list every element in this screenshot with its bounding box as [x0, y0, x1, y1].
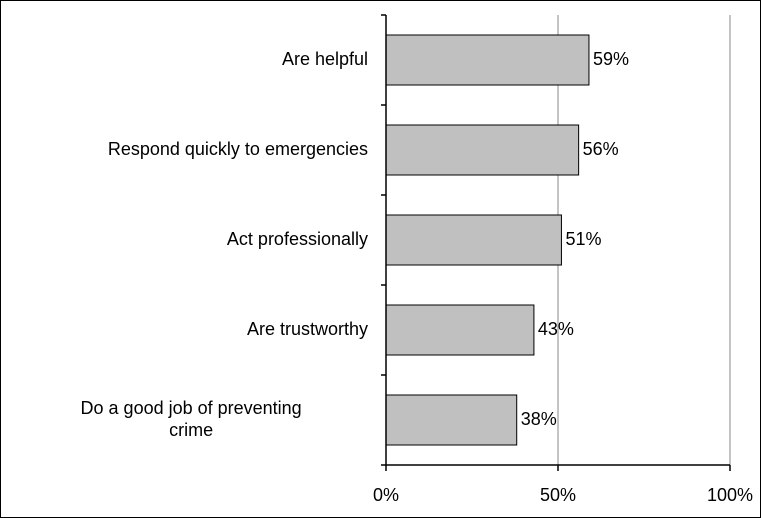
category-label: Do a good job of preventing crime — [81, 398, 302, 440]
data-label: 56% — [583, 139, 619, 159]
data-label: 59% — [593, 49, 629, 69]
x-tick-label: 0% — [373, 485, 399, 505]
x-tick-label: 100% — [707, 485, 753, 505]
bar — [385, 124, 580, 176]
data-label: 51% — [565, 229, 601, 249]
bar — [385, 34, 590, 86]
category-label: Are helpful — [282, 49, 368, 69]
category-label: Respond quickly to emergencies — [108, 139, 368, 159]
category-label: Are trustworthy — [247, 319, 368, 339]
data-label: 43% — [538, 319, 574, 339]
x-tick-label: 50% — [540, 485, 576, 505]
category-label: Act professionally — [227, 229, 368, 249]
data-label: 38% — [521, 409, 557, 429]
bar — [385, 304, 535, 356]
bar — [385, 214, 562, 266]
bar — [385, 394, 518, 446]
